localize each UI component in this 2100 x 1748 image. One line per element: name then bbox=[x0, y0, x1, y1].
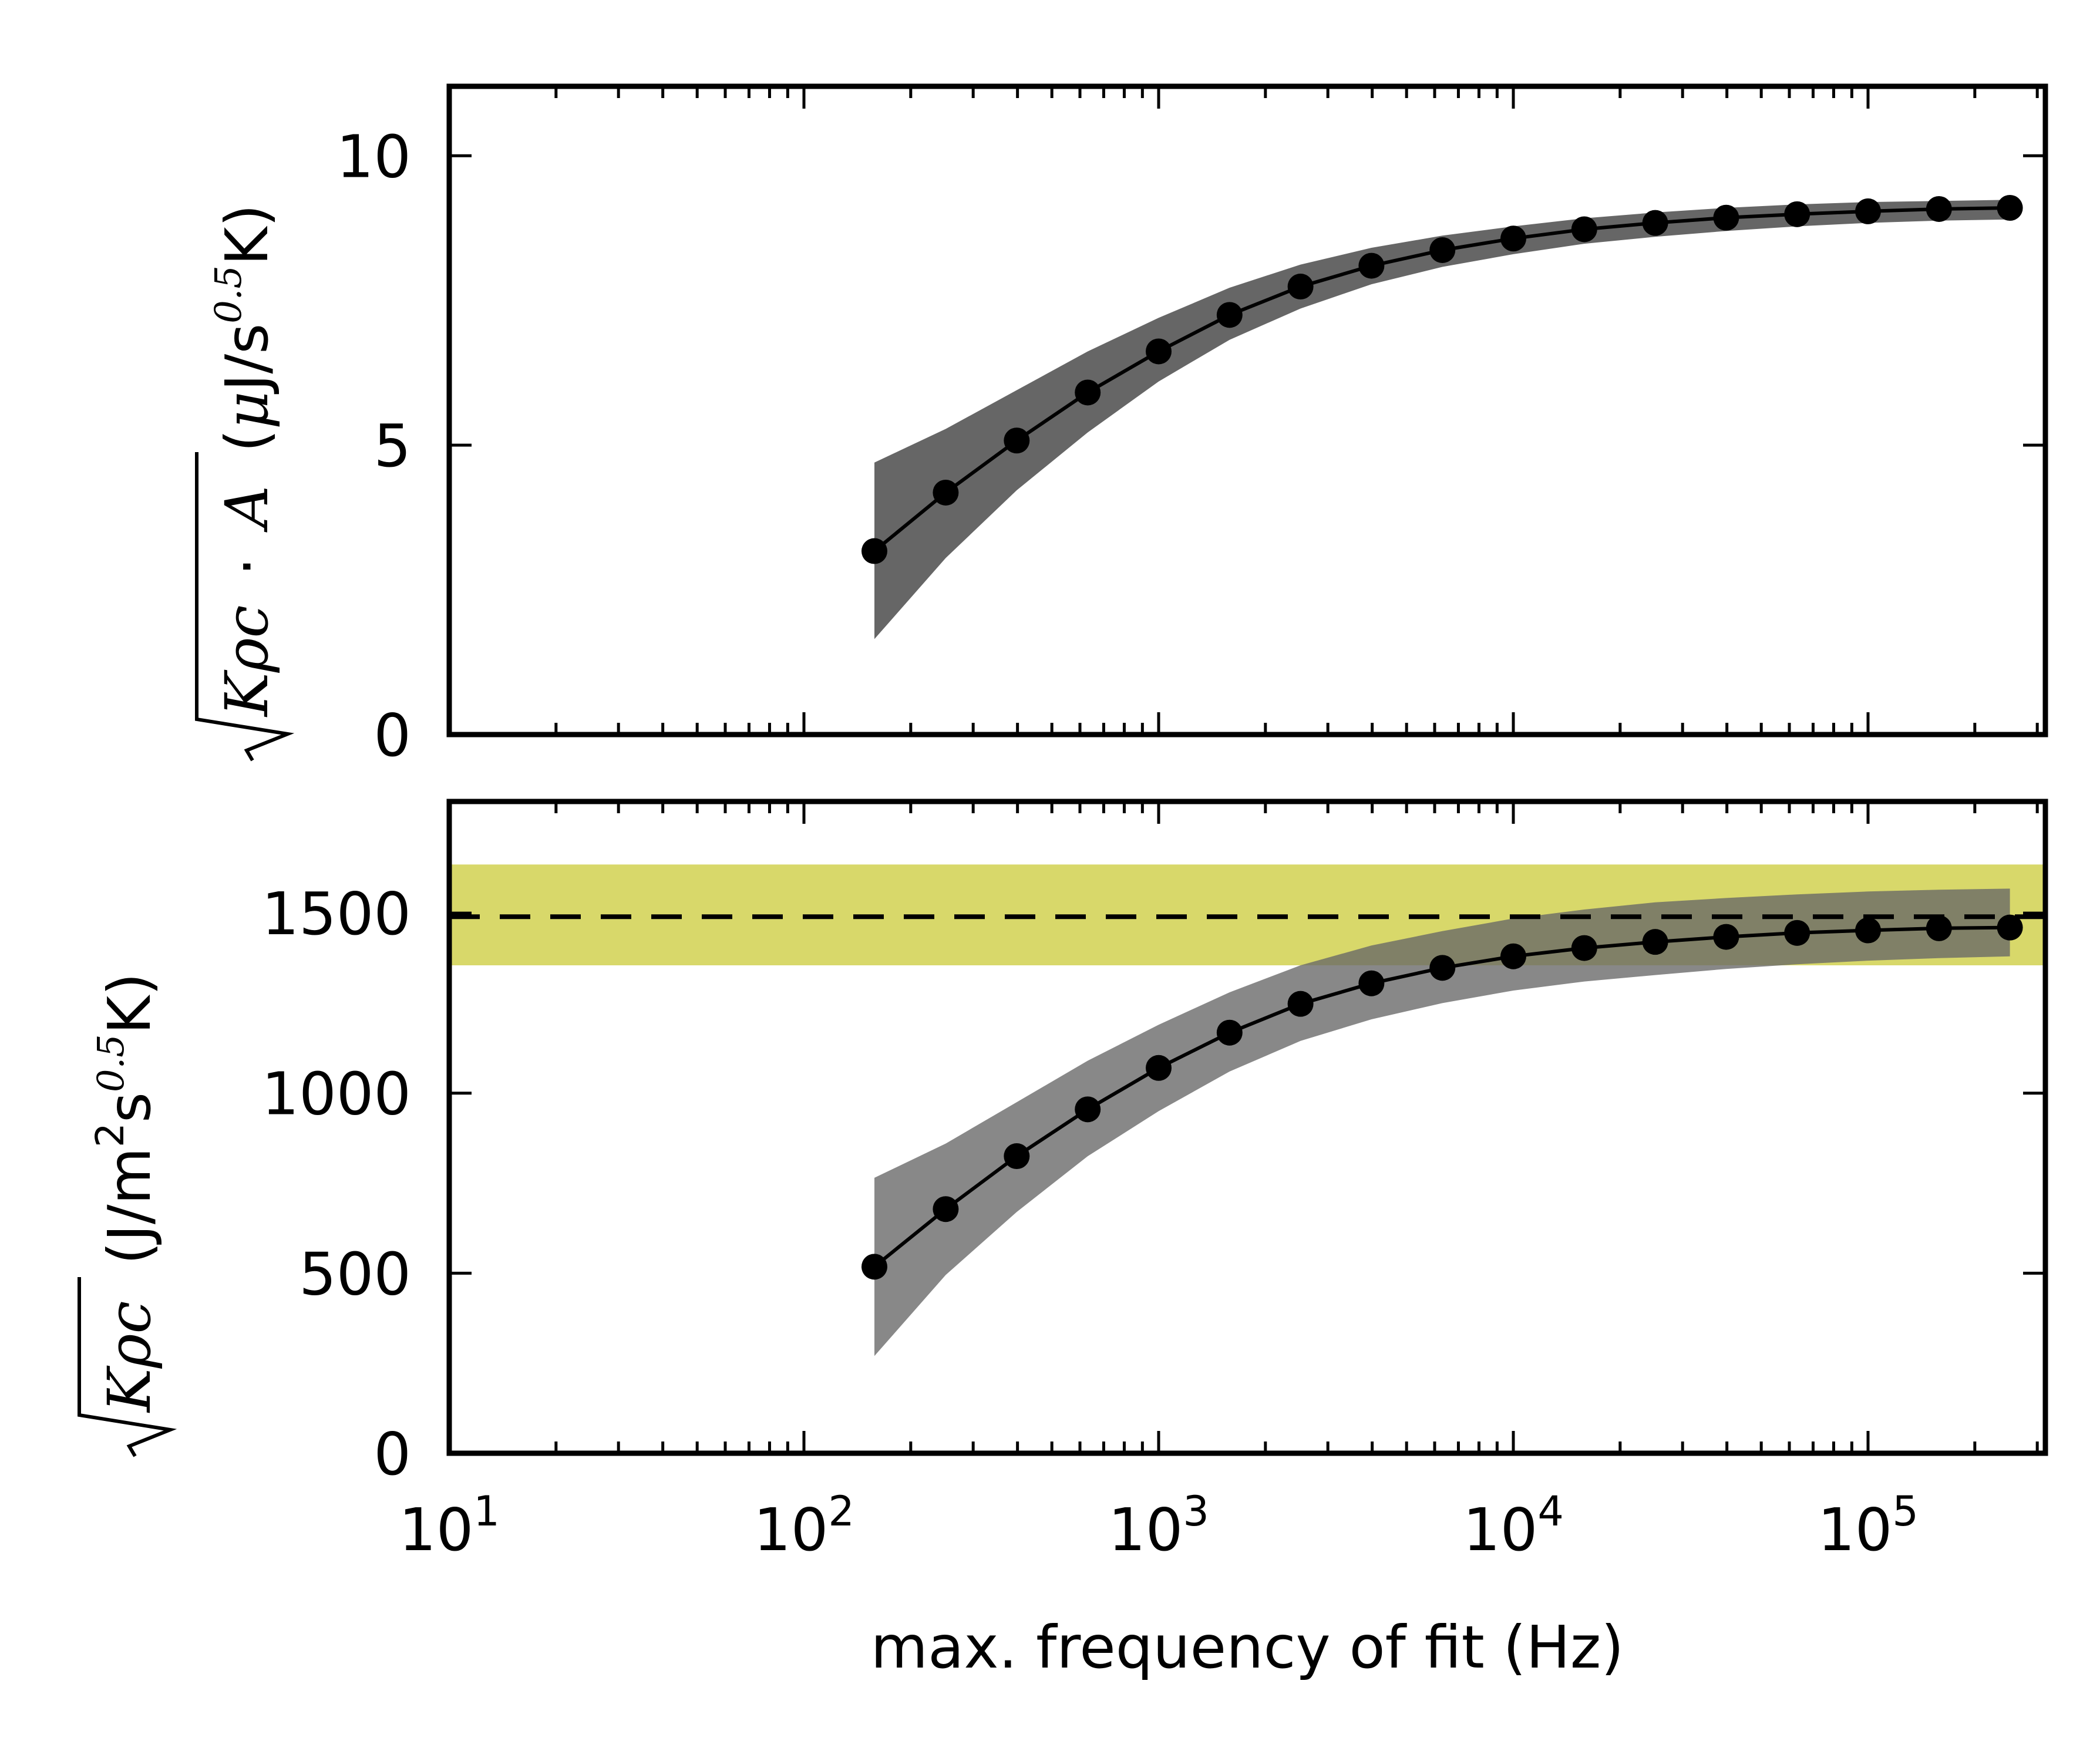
bottom-ytick-label: 0 bbox=[373, 1420, 411, 1488]
bottom-xtick-label: 101 bbox=[399, 1487, 500, 1564]
top-ylabel-sqrt-arg: Kρc bbox=[213, 605, 281, 718]
bottom-data-point bbox=[1571, 935, 1597, 961]
bottom-data-point bbox=[933, 1196, 959, 1222]
top-data-point bbox=[1358, 252, 1385, 279]
xtick-label-exponent: 4 bbox=[1537, 1487, 1564, 1535]
bottom-ticks bbox=[447, 801, 2045, 1455]
bottom-data-point bbox=[1004, 1143, 1030, 1170]
bottom-xtick-label: 102 bbox=[753, 1487, 854, 1564]
bottom-data-point bbox=[1855, 917, 1881, 944]
bottom-data-point bbox=[1287, 991, 1314, 1017]
top-plot-area bbox=[861, 195, 2023, 639]
top-data-point bbox=[933, 479, 959, 506]
top-data-point bbox=[1926, 196, 1952, 222]
bottom-ylabel-exp2: 2 bbox=[88, 1123, 133, 1147]
bottom-xlabel: max. frequency of fit (Hz) bbox=[871, 1613, 1624, 1682]
top-data-point bbox=[1713, 204, 1739, 231]
top-ylabel-sqrt-sign bbox=[195, 452, 295, 762]
bottom-plot-area bbox=[449, 864, 2045, 1356]
top-data-point bbox=[1784, 201, 1810, 227]
xtick-label-base: 10 bbox=[1818, 1496, 1892, 1564]
top-data-point bbox=[1500, 225, 1526, 252]
bottom-data-point bbox=[1500, 943, 1526, 969]
bottom-data-point bbox=[1216, 1019, 1243, 1046]
bottom-ytick-label: 1500 bbox=[262, 880, 412, 948]
bottom-xtick-label: 105 bbox=[1818, 1487, 1919, 1564]
top-ylabel-exp: 0.5 bbox=[207, 265, 250, 324]
top-data-point bbox=[1287, 274, 1314, 300]
svg-text:Kρc (J/m2s0.5K): Kρc (J/m2s0.5K) bbox=[88, 973, 164, 1413]
bottom-ytick-label: 500 bbox=[299, 1240, 411, 1308]
top-ylabel-unit-b: K) bbox=[213, 204, 281, 266]
bottom-ylabel-unit-open: (J/m bbox=[95, 1147, 164, 1265]
top-ytick-label: 10 bbox=[336, 122, 411, 191]
bottom-data-point bbox=[861, 1254, 887, 1280]
top-data-point bbox=[1216, 302, 1243, 328]
bottom-xtick-labels: 101 102 103 104 105 bbox=[399, 1487, 1919, 1564]
top-data-point bbox=[1855, 198, 1881, 224]
top-ytick-label: 5 bbox=[373, 412, 411, 480]
top-ylabel-dot: · bbox=[213, 557, 281, 576]
top-ylabel-unit-open: ( bbox=[213, 429, 281, 452]
bottom-data-point bbox=[1997, 914, 2023, 941]
top-data-point bbox=[1004, 427, 1030, 454]
xtick-label-base: 10 bbox=[1463, 1496, 1537, 1564]
bottom-axes-frame bbox=[446, 799, 2048, 1456]
bottom-ytick-labels: 0 500 1000 1500 bbox=[262, 880, 412, 1488]
bottom-data-point bbox=[1926, 915, 1952, 941]
top-panel: 0 5 10 Kρc · A (μJ/s0.5K) bbox=[195, 83, 2048, 770]
bottom-data-point bbox=[1429, 955, 1456, 981]
top-ylabel-unit-a: J/s bbox=[213, 324, 281, 395]
xtick-label-exponent: 2 bbox=[828, 1487, 854, 1535]
bottom-data-point bbox=[1145, 1055, 1172, 1081]
top-ylabel-mu: μ bbox=[213, 391, 281, 429]
bottom-data-point bbox=[1075, 1096, 1101, 1123]
top-ylabel-A: A bbox=[213, 486, 281, 533]
top-uncertainty-band bbox=[874, 200, 2010, 639]
bottom-ylabel-unit-s: s bbox=[95, 1092, 164, 1123]
bottom-data-point bbox=[1358, 970, 1385, 996]
bottom-data-point bbox=[1642, 929, 1668, 955]
xtick-label-exponent: 3 bbox=[1183, 1487, 1209, 1535]
bottom-xtick-label: 103 bbox=[1108, 1487, 1209, 1564]
bottom-xtick-label: 104 bbox=[1463, 1487, 1564, 1564]
bottom-ylabel: Kρc (J/m2s0.5K) bbox=[78, 973, 177, 1457]
top-data-point bbox=[1429, 237, 1456, 263]
xtick-label-base: 10 bbox=[399, 1496, 473, 1564]
top-data-point bbox=[1997, 195, 2023, 221]
top-ylabel: Kρc · A (μJ/s0.5K) bbox=[195, 204, 295, 762]
top-data-point bbox=[1642, 210, 1668, 236]
top-ticks bbox=[447, 86, 2045, 736]
xtick-label-base: 10 bbox=[1108, 1496, 1183, 1564]
top-ytick-labels: 0 5 10 bbox=[336, 122, 411, 770]
bottom-uncertainty-band bbox=[874, 888, 2010, 1356]
top-data-point bbox=[1571, 216, 1597, 243]
svg-text:Kρc · A: Kρc · A (μJ/s0.5K) bbox=[207, 204, 281, 718]
top-ytick-label: 0 bbox=[373, 701, 411, 770]
top-axes-frame bbox=[446, 83, 2048, 737]
bottom-ylabel-sqrt-arg: Kρc bbox=[95, 1301, 164, 1413]
bottom-ytick-label: 1000 bbox=[262, 1060, 412, 1129]
bottom-data-point bbox=[1784, 920, 1810, 946]
bottom-ylabel-exp: 0.5 bbox=[89, 1034, 132, 1092]
top-data-point bbox=[1145, 338, 1172, 365]
top-data-point bbox=[1075, 379, 1101, 406]
xtick-label-exponent: 5 bbox=[1892, 1487, 1919, 1535]
xtick-label-base: 10 bbox=[753, 1496, 828, 1564]
xtick-label-exponent: 1 bbox=[473, 1487, 500, 1535]
bottom-data-point bbox=[1713, 924, 1739, 950]
bottom-ylabel-unit-b: K) bbox=[95, 973, 164, 1035]
bottom-ylabel-sqrt-sign bbox=[78, 1277, 177, 1457]
top-data-point bbox=[861, 538, 887, 564]
